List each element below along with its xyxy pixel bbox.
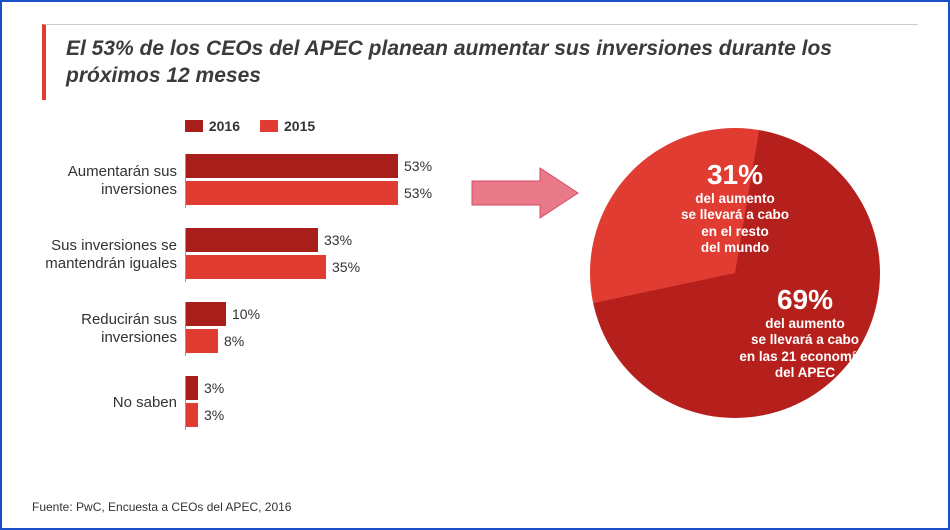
bars-area: 10% 8% (185, 302, 460, 356)
pie-slice-text: del aumentose llevará a caboen el restod… (670, 191, 800, 256)
bar (186, 403, 198, 427)
bar-row: 8% (186, 329, 460, 353)
bar-value-label: 53% (404, 158, 432, 174)
bar-row: 53% (186, 154, 460, 178)
bar-row: 53% (186, 181, 460, 205)
pie-slice-label: 69%del aumentose llevará a caboen las 21… (720, 283, 890, 381)
pie-slice-text: del aumentose llevará a caboen las 21 ec… (720, 316, 890, 381)
bar-row: 35% (186, 255, 460, 279)
bar-category-label: Sus inversiones se mantendrán iguales (40, 237, 185, 273)
bar-group: No saben 3% 3% (40, 376, 460, 430)
bar-value-label: 33% (324, 232, 352, 248)
pie-chart-panel: 69%del aumentose llevará a caboen las 21… (590, 128, 900, 418)
bar (186, 228, 318, 252)
bar-row: 10% (186, 302, 460, 326)
pie-chart: 69%del aumentose llevará a caboen las 21… (590, 128, 880, 418)
bar-chart: Aumentarán sus inversiones 53% 53% Sus inve… (40, 154, 460, 430)
bar-category-label: No saben (40, 394, 185, 412)
bar-row: 3% (186, 376, 460, 400)
bar-value-label: 8% (224, 333, 244, 349)
bar (186, 376, 198, 400)
arrow-container (470, 163, 580, 223)
bar-row: 33% (186, 228, 460, 252)
bar-group: Sus inversiones se mantendrán iguales33%… (40, 228, 460, 282)
bar-category-label: Reducirán sus inversiones (40, 311, 185, 347)
bar-group: Reducirán sus inversiones 10% 8% (40, 302, 460, 356)
bar (186, 302, 226, 326)
bars-area: 33% 35% (185, 228, 460, 282)
pie-slice-label: 31%del aumentose llevará a caboen el res… (670, 158, 800, 256)
bar-category-label: Aumentarán sus inversiones (40, 163, 185, 199)
legend: 2016 2015 (40, 118, 460, 134)
bar (186, 255, 326, 279)
chart-title: El 53% de los CEOs del APEC planean aume… (66, 35, 918, 90)
bars-area: 53% 53% (185, 154, 460, 208)
bar-value-label: 10% (232, 306, 260, 322)
legend-item-2016: 2016 (185, 118, 240, 134)
bar (186, 154, 398, 178)
pie-slice-pct: 69% (720, 283, 890, 317)
bar-value-label: 3% (204, 380, 224, 396)
bar-value-label: 3% (204, 407, 224, 423)
legend-swatch-2015 (260, 120, 278, 132)
bar (186, 329, 218, 353)
source-text: Fuente: PwC, Encuesta a CEOs del APEC, 2… (32, 500, 291, 514)
bars-area: 3% 3% (185, 376, 460, 430)
bar (186, 181, 398, 205)
legend-label-2016: 2016 (209, 118, 240, 134)
bar-chart-panel: 2016 2015 Aumentarán sus inversiones53%5… (40, 118, 460, 450)
title-container: El 53% de los CEOs del APEC planean aume… (42, 24, 918, 100)
pie-slice-pct: 31% (670, 158, 800, 192)
arrow-icon (470, 163, 580, 223)
content-area: 2016 2015 Aumentarán sus inversiones53%5… (32, 118, 918, 450)
bar-value-label: 53% (404, 185, 432, 201)
legend-swatch-2016 (185, 120, 203, 132)
legend-label-2015: 2015 (284, 118, 315, 134)
bar-row: 3% (186, 403, 460, 427)
legend-item-2015: 2015 (260, 118, 315, 134)
bar-value-label: 35% (332, 259, 360, 275)
bar-group: Aumentarán sus inversiones 53% 53% (40, 154, 460, 208)
